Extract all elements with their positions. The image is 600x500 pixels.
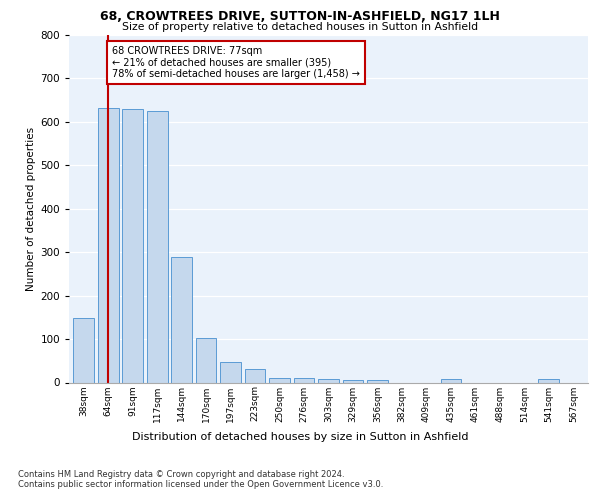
Y-axis label: Number of detached properties: Number of detached properties — [26, 126, 36, 291]
Text: Distribution of detached houses by size in Sutton in Ashfield: Distribution of detached houses by size … — [132, 432, 468, 442]
Bar — [98, 108, 119, 382]
Bar — [538, 380, 559, 382]
Bar — [367, 380, 388, 382]
Bar — [147, 111, 167, 382]
Bar — [196, 338, 217, 382]
Bar — [293, 378, 314, 382]
Text: Contains public sector information licensed under the Open Government Licence v3: Contains public sector information licen… — [18, 480, 383, 489]
Text: Size of property relative to detached houses in Sutton in Ashfield: Size of property relative to detached ho… — [122, 22, 478, 32]
Text: Contains HM Land Registry data © Crown copyright and database right 2024.: Contains HM Land Registry data © Crown c… — [18, 470, 344, 479]
Bar — [171, 258, 192, 382]
Bar — [440, 380, 461, 382]
Text: 68 CROWTREES DRIVE: 77sqm
← 21% of detached houses are smaller (395)
78% of semi: 68 CROWTREES DRIVE: 77sqm ← 21% of detac… — [112, 46, 360, 79]
Bar — [318, 379, 339, 382]
Bar — [122, 109, 143, 382]
Bar — [220, 362, 241, 382]
Bar — [269, 378, 290, 382]
Bar — [73, 318, 94, 382]
Bar — [343, 380, 364, 382]
Text: 68, CROWTREES DRIVE, SUTTON-IN-ASHFIELD, NG17 1LH: 68, CROWTREES DRIVE, SUTTON-IN-ASHFIELD,… — [100, 10, 500, 23]
Bar — [245, 370, 265, 382]
